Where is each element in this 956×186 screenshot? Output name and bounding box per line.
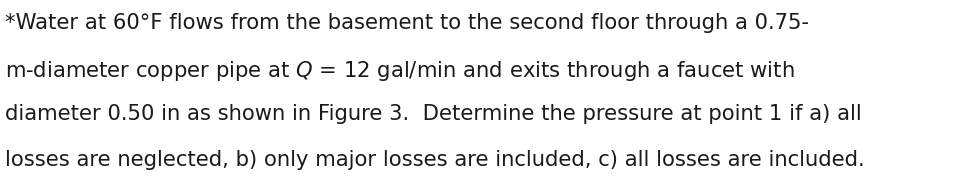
Text: *Water at 60°F flows from the basement to the second floor through a 0.75-: *Water at 60°F flows from the basement t…: [5, 13, 809, 33]
Text: m-diameter copper pipe at $Q$ = 12 gal/min and exits through a faucet with: m-diameter copper pipe at $Q$ = 12 gal/m…: [5, 59, 794, 83]
Text: losses are neglected, b) only major losses are included, c) all losses are inclu: losses are neglected, b) only major loss…: [5, 150, 864, 170]
Text: diameter 0.50 in as shown in Figure 3.  Determine the pressure at point 1 if a) : diameter 0.50 in as shown in Figure 3. D…: [5, 104, 861, 124]
